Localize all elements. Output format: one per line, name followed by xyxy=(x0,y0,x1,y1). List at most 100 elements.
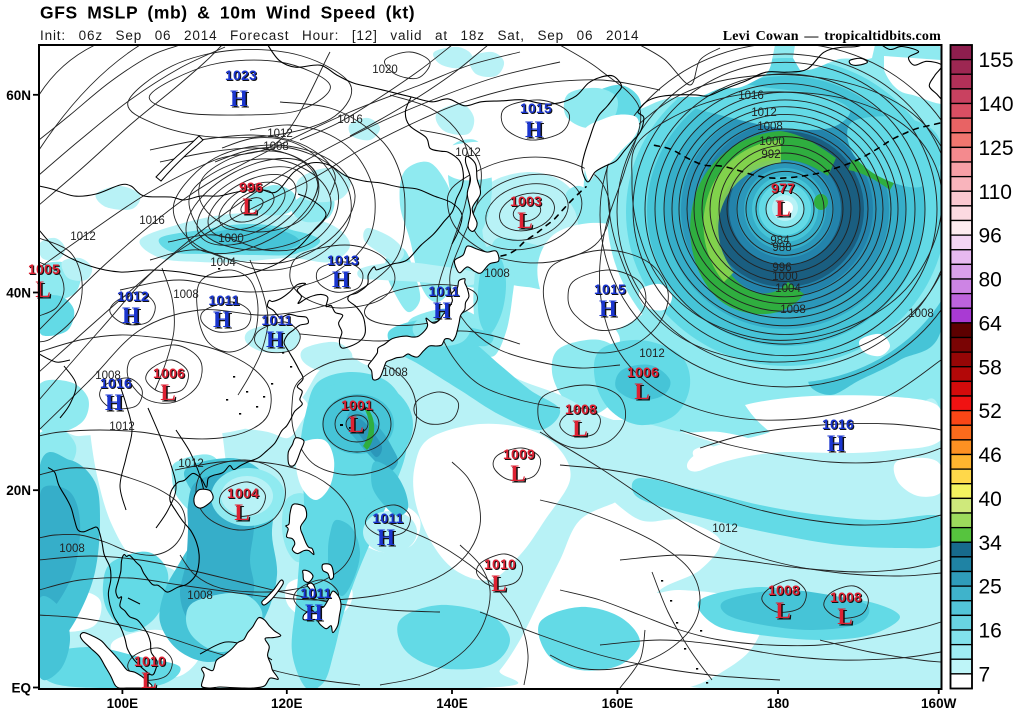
svg-text:1012: 1012 xyxy=(117,288,149,304)
svg-text:1013: 1013 xyxy=(327,252,359,268)
svg-text:1009: 1009 xyxy=(504,447,536,463)
svg-text:EQ: EQ xyxy=(11,681,31,696)
svg-text:L: L xyxy=(775,196,790,221)
svg-text:1001: 1001 xyxy=(341,397,373,413)
svg-text:Init: 06z Sep 06 2014 Forecast: Init: 06z Sep 06 2014 Forecast Hour: [12… xyxy=(40,28,639,43)
svg-text:L: L xyxy=(512,463,527,488)
svg-text:H: H xyxy=(305,600,323,625)
svg-text:1012: 1012 xyxy=(70,231,96,243)
svg-text:Levi Cowan — tropicaltidbits.c: Levi Cowan — tropicaltidbits.com xyxy=(723,29,941,44)
svg-text:1005: 1005 xyxy=(28,261,60,277)
svg-text:H: H xyxy=(332,267,350,292)
svg-text:1008: 1008 xyxy=(831,590,863,606)
svg-text:1000: 1000 xyxy=(218,233,244,245)
svg-text:L: L xyxy=(777,600,792,625)
svg-text:1012: 1012 xyxy=(109,421,135,433)
svg-text:1020: 1020 xyxy=(372,64,398,76)
svg-text:1000: 1000 xyxy=(759,136,785,148)
svg-text:H: H xyxy=(230,86,248,111)
svg-text:1008: 1008 xyxy=(780,304,806,316)
svg-text:1016: 1016 xyxy=(738,90,764,102)
svg-text:H: H xyxy=(266,327,284,352)
svg-text:155: 155 xyxy=(979,49,1014,72)
svg-text:977: 977 xyxy=(771,180,795,196)
svg-text:H: H xyxy=(232,88,250,113)
svg-text:L: L xyxy=(493,573,508,598)
svg-text:1008: 1008 xyxy=(173,289,199,301)
svg-text:1011: 1011 xyxy=(262,313,293,329)
svg-text:1008: 1008 xyxy=(830,589,862,605)
svg-text:L: L xyxy=(572,416,587,441)
svg-text:1001: 1001 xyxy=(342,398,374,414)
svg-text:L: L xyxy=(839,606,854,631)
svg-text:140: 140 xyxy=(979,93,1014,116)
svg-text:52: 52 xyxy=(979,400,1002,423)
svg-text:80: 80 xyxy=(979,269,1002,292)
svg-text:L: L xyxy=(634,379,649,404)
svg-text:1004: 1004 xyxy=(227,485,259,501)
svg-text:160W: 160W xyxy=(921,696,957,711)
svg-text:1015: 1015 xyxy=(521,101,553,117)
svg-text:L: L xyxy=(574,418,589,443)
svg-text:1011: 1011 xyxy=(209,293,240,309)
svg-text:1008: 1008 xyxy=(484,268,510,280)
svg-text:1008: 1008 xyxy=(263,141,289,153)
svg-text:100E: 100E xyxy=(107,696,139,711)
svg-text:H: H xyxy=(601,298,619,323)
svg-text:1023: 1023 xyxy=(225,67,257,83)
svg-text:1004: 1004 xyxy=(228,486,260,502)
svg-text:1012: 1012 xyxy=(639,348,665,360)
svg-text:996: 996 xyxy=(772,262,791,274)
svg-text:H: H xyxy=(268,329,286,354)
svg-text:1008: 1008 xyxy=(382,367,408,379)
svg-text:7: 7 xyxy=(979,663,991,686)
svg-text:L: L xyxy=(160,380,175,405)
svg-text:L: L xyxy=(141,668,156,693)
svg-text:1006: 1006 xyxy=(627,364,659,380)
svg-text:L: L xyxy=(236,502,251,527)
svg-text:L: L xyxy=(242,194,257,219)
svg-text:1016: 1016 xyxy=(101,376,133,392)
svg-text:1011: 1011 xyxy=(208,292,239,308)
svg-text:34: 34 xyxy=(979,532,1003,555)
svg-text:H: H xyxy=(827,431,845,456)
svg-text:H: H xyxy=(215,309,233,334)
svg-text:H: H xyxy=(599,296,617,321)
svg-text:H: H xyxy=(307,602,325,627)
svg-text:1015: 1015 xyxy=(594,281,626,297)
svg-text:1010: 1010 xyxy=(485,557,517,573)
svg-text:H: H xyxy=(435,300,453,325)
svg-text:L: L xyxy=(491,571,506,596)
svg-text:1011: 1011 xyxy=(372,510,403,526)
svg-text:125: 125 xyxy=(979,137,1014,160)
svg-text:25: 25 xyxy=(979,576,1002,599)
svg-text:L: L xyxy=(35,277,50,302)
svg-text:H: H xyxy=(433,298,451,323)
svg-text:H: H xyxy=(527,119,545,144)
svg-text:1016: 1016 xyxy=(822,416,854,432)
svg-text:H: H xyxy=(124,305,142,330)
svg-text:L: L xyxy=(519,210,534,235)
svg-text:1012: 1012 xyxy=(118,289,150,305)
svg-text:1012: 1012 xyxy=(712,523,738,535)
svg-text:1004: 1004 xyxy=(775,283,801,295)
svg-text:40N: 40N xyxy=(6,286,31,301)
svg-text:1011: 1011 xyxy=(373,511,404,527)
svg-text:1010: 1010 xyxy=(484,556,516,572)
svg-text:H: H xyxy=(105,390,123,415)
svg-text:1012: 1012 xyxy=(267,128,293,140)
svg-text:140E: 140E xyxy=(436,696,468,711)
svg-text:1008: 1008 xyxy=(908,308,934,320)
svg-text:1006: 1006 xyxy=(154,366,186,382)
svg-text:1011: 1011 xyxy=(429,284,460,300)
svg-text:1010: 1010 xyxy=(135,654,167,670)
svg-text:996: 996 xyxy=(240,180,264,196)
svg-text:1008: 1008 xyxy=(566,402,598,418)
svg-text:1008: 1008 xyxy=(768,582,800,598)
svg-text:H: H xyxy=(107,392,125,417)
svg-text:1004: 1004 xyxy=(210,257,236,269)
svg-text:1008: 1008 xyxy=(95,370,121,382)
svg-text:988: 988 xyxy=(772,242,791,254)
svg-text:L: L xyxy=(244,196,259,221)
svg-text:L: L xyxy=(348,412,363,437)
